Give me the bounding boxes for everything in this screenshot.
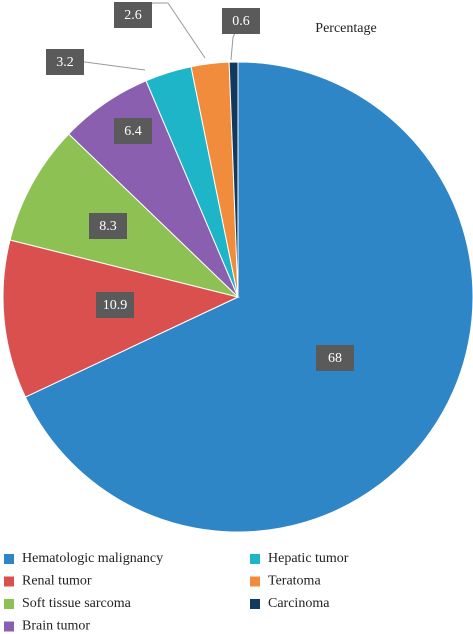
label-box: [89, 213, 127, 239]
label-box: [316, 345, 354, 371]
label-box: [222, 8, 260, 34]
label-box: [46, 49, 84, 75]
legend-label: Soft tissue sarcoma: [22, 596, 132, 611]
pie-slice: [24, 61, 473, 533]
data-label: 0.6: [232, 14, 250, 29]
legend-swatch: [4, 599, 14, 609]
legend-label: Hematologic malignancy: [22, 551, 163, 566]
legend-label: Renal tumor: [22, 574, 92, 589]
legend-swatch: [250, 554, 260, 564]
label-box: [114, 118, 152, 144]
legend-swatch: [4, 554, 14, 564]
legend-swatch: [250, 576, 260, 587]
legend-swatch: [250, 599, 260, 609]
legend-label: Teratoma: [268, 574, 321, 589]
pie-slice: [228, 61, 239, 298]
data-label: 10.9: [103, 298, 128, 313]
data-label: 6.4: [124, 124, 142, 139]
label-box: [96, 292, 134, 318]
chart-title: Percentage: [315, 21, 376, 36]
legend-label: Brain tumor: [22, 619, 90, 634]
legend-swatch: [4, 621, 14, 632]
legend-swatch: [4, 576, 14, 587]
pie-slice: [2, 239, 240, 398]
data-label: 8.3: [99, 219, 117, 234]
legend-label: Hepatic tumor: [268, 551, 349, 566]
data-label: 68: [328, 351, 342, 366]
data-label: 2.6: [124, 8, 142, 23]
legend-label: Carcinoma: [268, 596, 330, 611]
data-label: 3.2: [56, 55, 74, 70]
label-box: [114, 2, 152, 28]
